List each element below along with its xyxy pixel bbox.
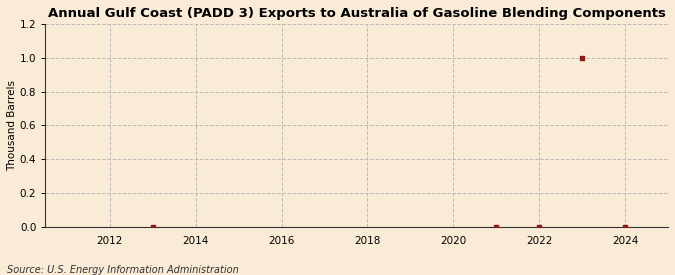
Y-axis label: Thousand Barrels: Thousand Barrels (7, 80, 17, 171)
Point (147, 225, 158, 229)
Point (620, 225, 630, 229)
Text: Source: U.S. Energy Information Administration: Source: U.S. Energy Information Administ… (7, 265, 238, 275)
Title: Annual Gulf Coast (PADD 3) Exports to Australia of Gasoline Blending Components: Annual Gulf Coast (PADD 3) Exports to Au… (48, 7, 666, 20)
Point (491, 225, 502, 229)
Point (534, 225, 545, 229)
Point (576, 56, 587, 60)
